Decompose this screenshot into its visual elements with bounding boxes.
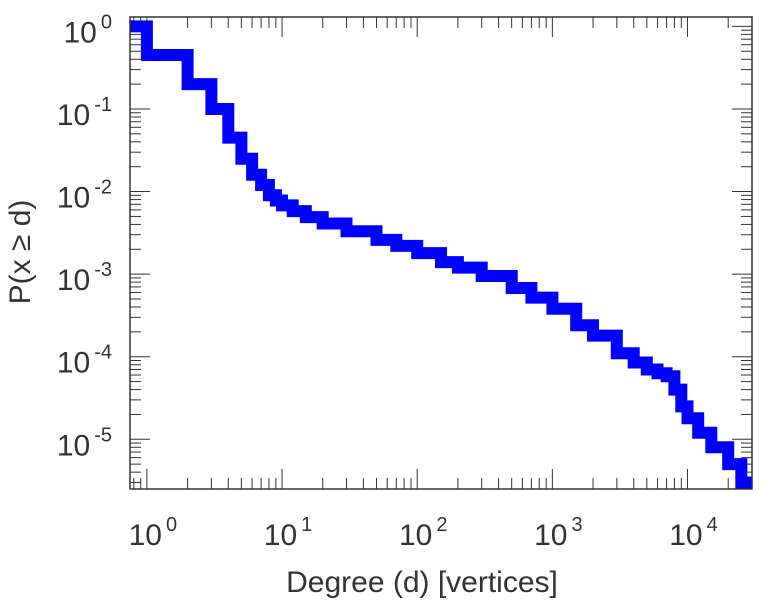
x-axis-title: Degree (d) [vertices] xyxy=(286,566,558,599)
ccdf-series-line xyxy=(130,20,752,489)
y-tick-label: 10 -3 xyxy=(57,259,112,297)
plot-frame xyxy=(129,16,753,490)
x-tick-label: 10 4 xyxy=(669,514,718,552)
x-tick-label: 10 2 xyxy=(399,514,448,552)
x-tick-label: 10 1 xyxy=(264,514,313,552)
tick-labels: 10 0 10 1 10 2 10 3 10 4 10 0 10 -1 10 -2 10 -3 10 -4 10 -5 xyxy=(57,11,718,552)
x-tick-label: 10 0 xyxy=(129,514,178,552)
y-tick-label: 10 -5 xyxy=(57,424,112,462)
y-tick-label: 10 -4 xyxy=(57,342,112,380)
axis-ticks xyxy=(130,17,753,489)
y-tick-label: 10 0 xyxy=(64,11,113,49)
plot-series xyxy=(130,20,752,489)
y-tick-label: 10 -1 xyxy=(57,94,112,132)
y-tick-label: 10 -2 xyxy=(57,177,112,215)
y-axis-title: P(x ≥ d) xyxy=(4,200,37,305)
x-tick-label: 10 3 xyxy=(534,514,583,552)
